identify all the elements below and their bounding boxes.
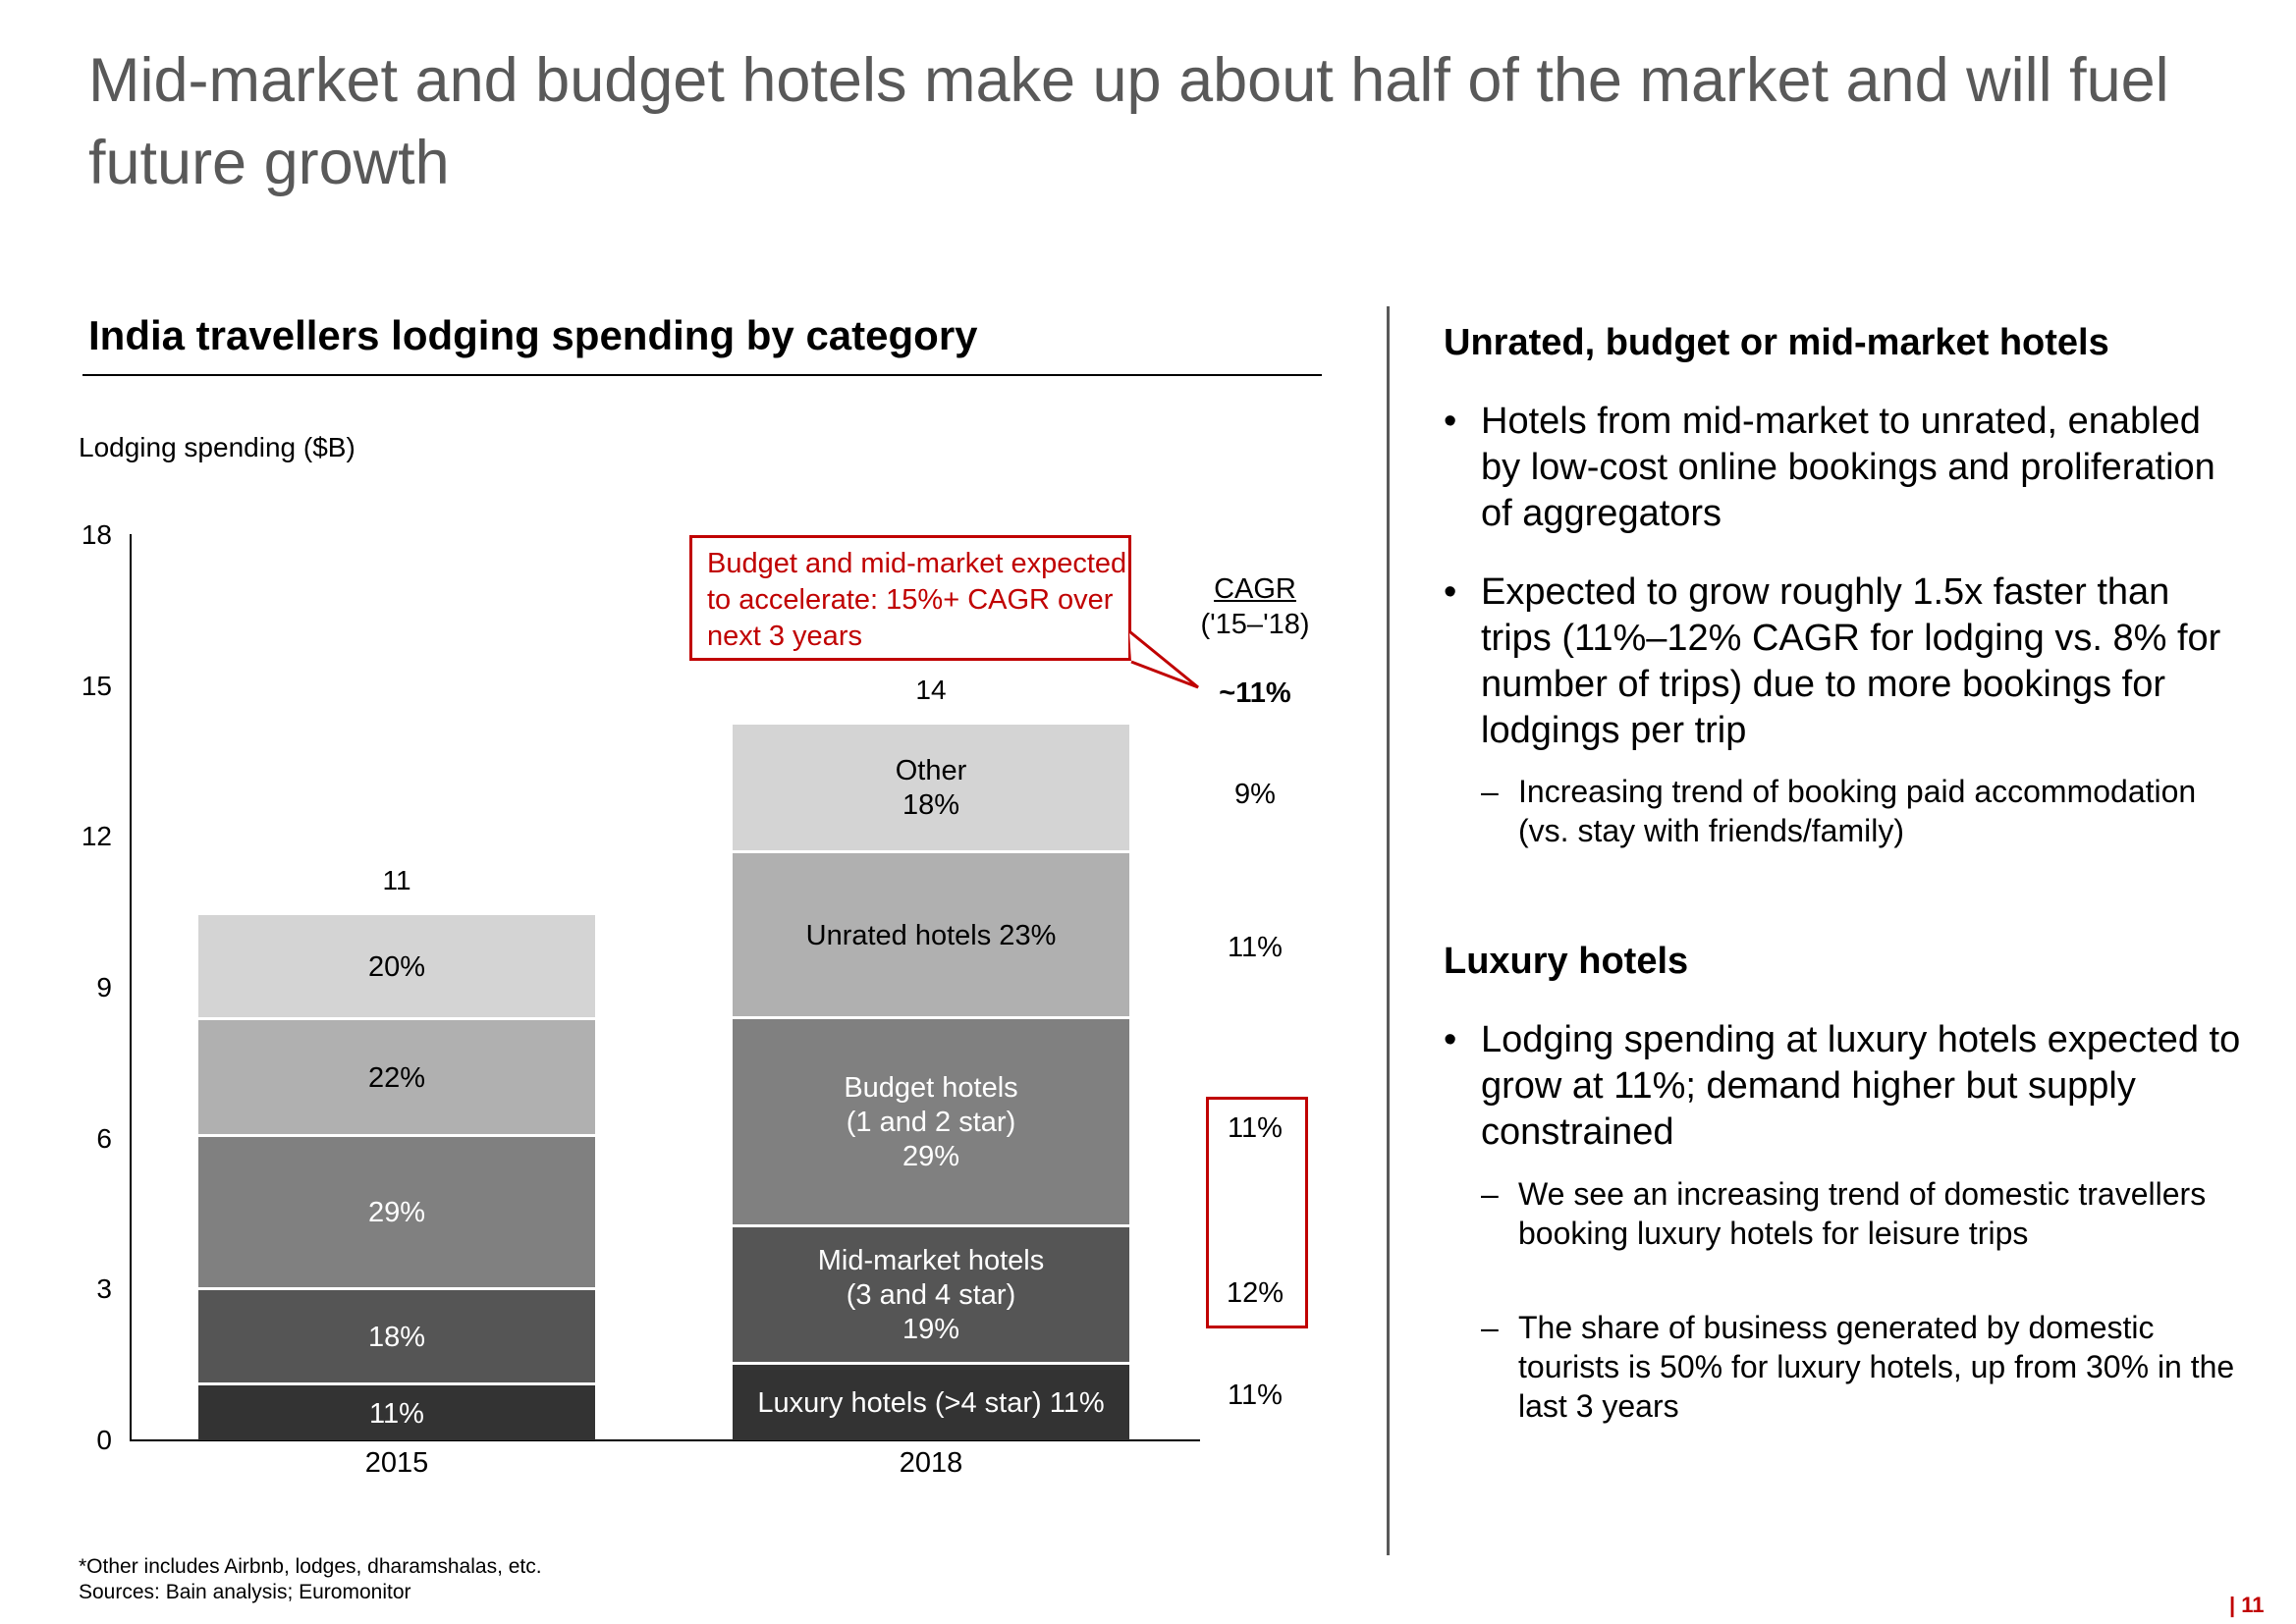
bullet-mark: •	[1444, 571, 1457, 613]
callout-box	[689, 535, 1131, 661]
bullet-text: Expected to grow roughly 1.5x faster tha…	[1481, 571, 2221, 751]
cagr-title: CAGR	[1214, 573, 1296, 605]
cagr-value-unrated: 11%	[1228, 932, 1283, 963]
cagr-header: CAGR ('15–'18)	[1159, 571, 1351, 642]
y-tick-label: 0	[96, 1425, 112, 1455]
y-tick-label: 18	[81, 519, 112, 550]
callout-text: Budget and mid-market expected to accele…	[707, 548, 1127, 652]
bullet-mark: •	[1444, 1019, 1457, 1060]
cagr-value-budget: 11%	[1228, 1112, 1283, 1144]
bullet-text: Hotels from mid-market to unrated, enabl…	[1481, 401, 2215, 534]
bar-segment-luxury-2018: Luxury hotels (>4 star) 11%	[733, 1361, 1129, 1440]
bar-segment-budget-2015: 29%	[198, 1133, 595, 1287]
y-tick-label: 9	[96, 972, 112, 1002]
bar-total-label: 11	[382, 865, 411, 896]
x-tick-label: 2015	[364, 1447, 429, 1479]
page-number: | 11	[2229, 1593, 2265, 1617]
dash-mark: –	[1481, 774, 1499, 809]
x-tick-label: 2018	[899, 1447, 963, 1479]
segment-label: Mid-market hotels (3 and 4 star) 19%	[817, 1245, 1045, 1346]
sub-bullet-text: The share of business generated by domes…	[1518, 1310, 2235, 1424]
section-title-luxury: Luxury hotels	[1444, 941, 1689, 982]
chart-heading: India travellers lodging spending by cat…	[88, 312, 978, 358]
callout-pointer	[1128, 629, 1199, 689]
heading-rule	[82, 374, 1322, 376]
bar-segment-unrated-2018: Unrated hotels 23%	[733, 850, 1129, 1016]
sub-bullet-text: We see an increasing trend of domestic t…	[1518, 1176, 2207, 1251]
section-title-unrated-budget-midmarket: Unrated, budget or mid-market hotels	[1444, 322, 2109, 363]
y-tick-label: 3	[96, 1273, 112, 1305]
bar-total-label: 14	[915, 674, 947, 705]
bar-segment-luxury-2015: 11%	[198, 1381, 595, 1440]
y-tick-label: 6	[96, 1122, 112, 1154]
sub-bullet-text: Increasing trend of booking paid accommo…	[1518, 774, 2197, 848]
cagr-value-mid-market: 12%	[1226, 1277, 1285, 1309]
cagr-value-luxury: 11%	[1228, 1380, 1283, 1411]
sub-bullet-item: – We see an increasing trend of domestic…	[1481, 1174, 2247, 1253]
vertical-divider	[1387, 306, 1390, 1555]
bar-segment-mid-market-2015: 18%	[198, 1286, 595, 1382]
cagr-period: ('15–'18)	[1200, 609, 1310, 640]
segment-label: 22%	[367, 1061, 426, 1094]
segment-label: Other 18%	[895, 755, 967, 822]
dash-mark: –	[1481, 1310, 1499, 1345]
segment-label: 18%	[367, 1321, 426, 1353]
bar-segment-budget-2018: Budget hotels (1 and 2 star) 29%	[733, 1015, 1129, 1225]
bullet-item: • Lodging spending at luxury hotels expe…	[1444, 1017, 2249, 1156]
slide-title: Mid-market and budget hotels make up abo…	[88, 46, 2169, 197]
sub-bullet-item: – The share of business generated by dom…	[1481, 1308, 2247, 1426]
dash-mark: –	[1481, 1176, 1499, 1212]
bullet-text: Lodging spending at luxury hotels expect…	[1481, 1019, 2241, 1153]
segment-label: 29%	[367, 1197, 426, 1229]
y-tick-label: 12	[81, 821, 112, 852]
bar-segment-other-2015: 20%	[198, 912, 595, 1018]
cagr-highlight-box	[1206, 1097, 1308, 1328]
y-tick-label: 15	[81, 670, 112, 701]
segment-label: 11%	[369, 1397, 424, 1430]
segment-label: 20%	[367, 951, 426, 984]
y-axis-line	[130, 534, 132, 1441]
sources: Sources: Bain analysis; Euromonitor	[79, 1581, 411, 1603]
bar-segment-other-2018: Other 18%	[733, 721, 1129, 851]
bullet-item: • Expected to grow roughly 1.5x faster t…	[1444, 569, 2249, 754]
cagr-value-other: 9%	[1234, 779, 1276, 810]
cagr-total: ~11%	[1219, 677, 1291, 709]
y-axis-title: Lodging spending ($B)	[79, 432, 355, 462]
bullet-item: • Hotels from mid-market to unrated, ena…	[1444, 399, 2249, 537]
x-axis-line	[130, 1439, 1200, 1441]
segment-label: Unrated hotels 23%	[805, 919, 1057, 951]
segment-label: Budget hotels (1 and 2 star) 29%	[844, 1072, 1018, 1173]
sub-bullet-item: – Increasing trend of booking paid accom…	[1481, 772, 2247, 850]
bullet-mark: •	[1444, 401, 1457, 442]
bar-segment-mid-market-2018: Mid-market hotels (3 and 4 star) 19%	[733, 1224, 1129, 1362]
footnote: *Other includes Airbnb, lodges, dharamsh…	[79, 1555, 542, 1578]
segment-label: Luxury hotels (>4 star) 11%	[757, 1387, 1105, 1420]
bar-segment-unrated-2015: 22%	[198, 1017, 595, 1134]
